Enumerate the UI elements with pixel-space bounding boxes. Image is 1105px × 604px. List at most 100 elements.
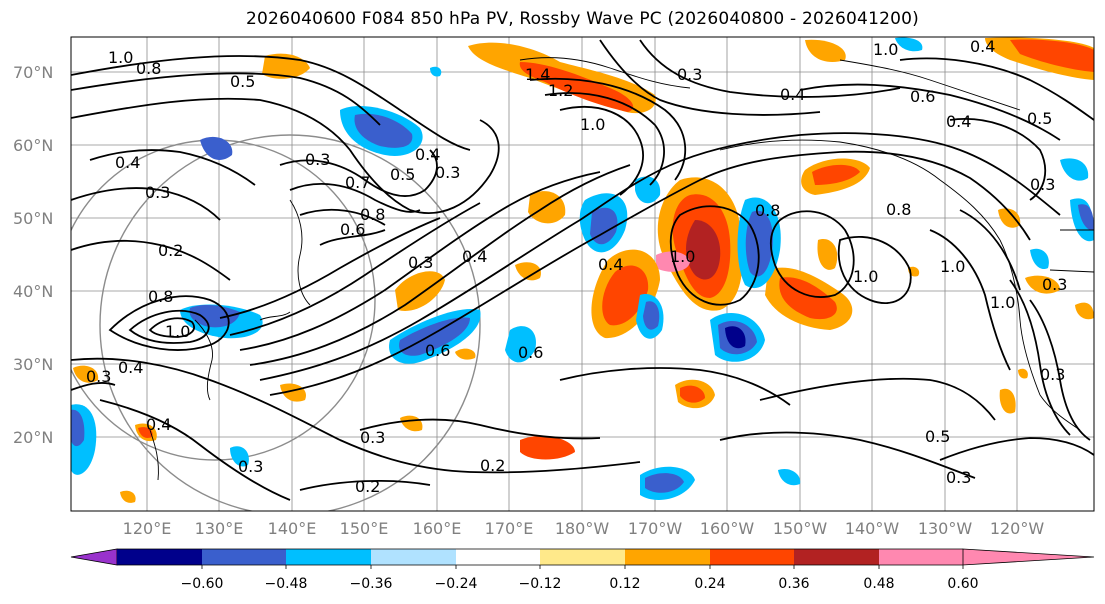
pc-positive-blob <box>1010 39 1094 72</box>
colorbar-tick-label: −0.60 <box>181 576 224 592</box>
pc-positive-blob <box>138 427 153 438</box>
lat-label: 70°N <box>13 63 53 82</box>
lon-label: 120°W <box>990 519 1045 538</box>
pc-negative-blob <box>725 326 746 349</box>
lon-label: 170°W <box>628 519 683 538</box>
contour-label: 0.4 <box>415 145 440 164</box>
contour-label: 0.4 <box>146 415 171 434</box>
lat-label: 60°N <box>13 136 53 155</box>
pc-positive-blob <box>519 62 634 112</box>
contour-label: 1.0 <box>108 48 133 67</box>
contour-label: 0.8 <box>886 200 911 219</box>
pc-positive-blob <box>812 164 860 185</box>
colorbar-segment <box>879 549 963 565</box>
pc-positive-blob <box>1025 275 1060 294</box>
lat-label: 20°N <box>13 428 53 447</box>
lon-label: 130°W <box>918 519 973 538</box>
colorbar-segment <box>710 549 794 565</box>
pc-positive-blob <box>602 265 649 326</box>
pc-negative-blob <box>230 446 249 467</box>
colorbar-tick-label: −0.12 <box>519 576 562 592</box>
pc-negative-blob <box>745 210 773 277</box>
contour-label: 1.2 <box>548 81 573 100</box>
contour-label: 0.8 <box>136 59 161 78</box>
contour-label: 0.4 <box>115 153 140 172</box>
contour-label: 1.0 <box>940 257 965 276</box>
lat-label: 50°N <box>13 209 53 228</box>
pc-negative-blob <box>643 301 660 330</box>
colorbar-tick-label: 0.36 <box>778 576 809 592</box>
contour-label: 1.0 <box>670 247 695 266</box>
pc-positive-blob <box>685 220 721 280</box>
pc-positive-blob <box>1075 302 1094 320</box>
colorbar-tick-label: −0.24 <box>435 576 478 592</box>
contour-label: 0.4 <box>946 112 971 131</box>
colorbar-tick-label: 0.48 <box>863 576 894 592</box>
contour-label: 0.8 <box>148 287 173 306</box>
colorbar-segment <box>117 549 202 565</box>
lon-label: 140°E <box>268 519 317 538</box>
colorbar-tick-label: 0.24 <box>694 576 725 592</box>
lon-label: 180°W <box>555 519 610 538</box>
contour-label: 0.3 <box>86 367 111 386</box>
contour-label: 0.3 <box>360 428 385 447</box>
contour-label: 0.3 <box>1040 365 1065 384</box>
contour-label: 0.6 <box>340 220 365 239</box>
contour-label: 0.3 <box>305 150 330 169</box>
pc-positive-blob <box>805 39 846 62</box>
colorbar-segment <box>371 549 456 565</box>
map-area <box>71 37 1094 511</box>
pc-positive-blob <box>73 365 99 383</box>
pc-positive-blob <box>515 262 541 281</box>
colorbar-extend-low <box>70 548 118 566</box>
pc-negative-blob <box>189 305 240 328</box>
contour-label: 0.3 <box>145 183 170 202</box>
contour-label: 0.4 <box>970 37 995 56</box>
pc-positive-blob <box>520 435 575 460</box>
contour-label: 0.2 <box>480 456 505 475</box>
pc-negative-blob <box>1060 158 1089 181</box>
contour-label: 0.2 <box>158 241 183 260</box>
pc-negative-blob <box>200 136 233 160</box>
contour-label: 0.3 <box>1042 275 1067 294</box>
lon-label: 170°E <box>485 519 534 538</box>
lon-label: 160°E <box>413 519 462 538</box>
pc-positive-blob <box>280 383 306 402</box>
contour-label: 0.6 <box>425 341 450 360</box>
pc-positive-blob <box>999 388 1016 414</box>
lat-label: 40°N <box>13 282 53 301</box>
colorbar-segment <box>286 549 371 565</box>
pc-negative-blob <box>1078 204 1094 231</box>
pc-positive-blob <box>680 385 705 403</box>
pc-positive-blob <box>455 348 476 360</box>
contour-label: 0.6 <box>910 87 935 106</box>
lon-label: 140°W <box>845 519 900 538</box>
contour-label: 0.8 <box>755 201 780 220</box>
contour-label: 1.0 <box>580 115 605 134</box>
map-border <box>70 36 1095 512</box>
contour-label: 0.5 <box>230 72 255 91</box>
pc-negative-blob <box>778 468 801 486</box>
contour-label: 1.0 <box>165 322 190 341</box>
pc-positive-blob <box>120 490 136 503</box>
colorbar-tick-label: −0.48 <box>265 576 308 592</box>
colorbar-segment <box>540 549 625 565</box>
colorbar-segment <box>794 549 879 565</box>
pc-negative-blob <box>71 409 85 447</box>
pc-negative-blob <box>354 113 413 148</box>
pc-negative-blob <box>635 176 661 204</box>
contour-label: 0.3 <box>435 163 460 182</box>
pc-positive-blob <box>817 239 838 270</box>
colorbar-segment <box>625 549 710 565</box>
colorbar: −0.60 −0.48 −0.36 −0.24 −0.12 0.12 0.24 … <box>70 548 1095 592</box>
lon-label: 130°E <box>195 519 244 538</box>
lon-label: 150°W <box>773 519 828 538</box>
pc-positive-blob <box>998 208 1021 228</box>
pc-negative-blob <box>1030 248 1049 270</box>
colorbar-segment <box>456 549 540 565</box>
contour-label: 0.4 <box>780 85 805 104</box>
contour-labels: 1.0 0.8 0.5 0.4 0.3 1.4 1.2 0.3 0.4 0.6 … <box>86 37 1067 496</box>
contour-label: 0.6 <box>518 343 543 362</box>
contour-label: 0.2 <box>355 477 380 496</box>
